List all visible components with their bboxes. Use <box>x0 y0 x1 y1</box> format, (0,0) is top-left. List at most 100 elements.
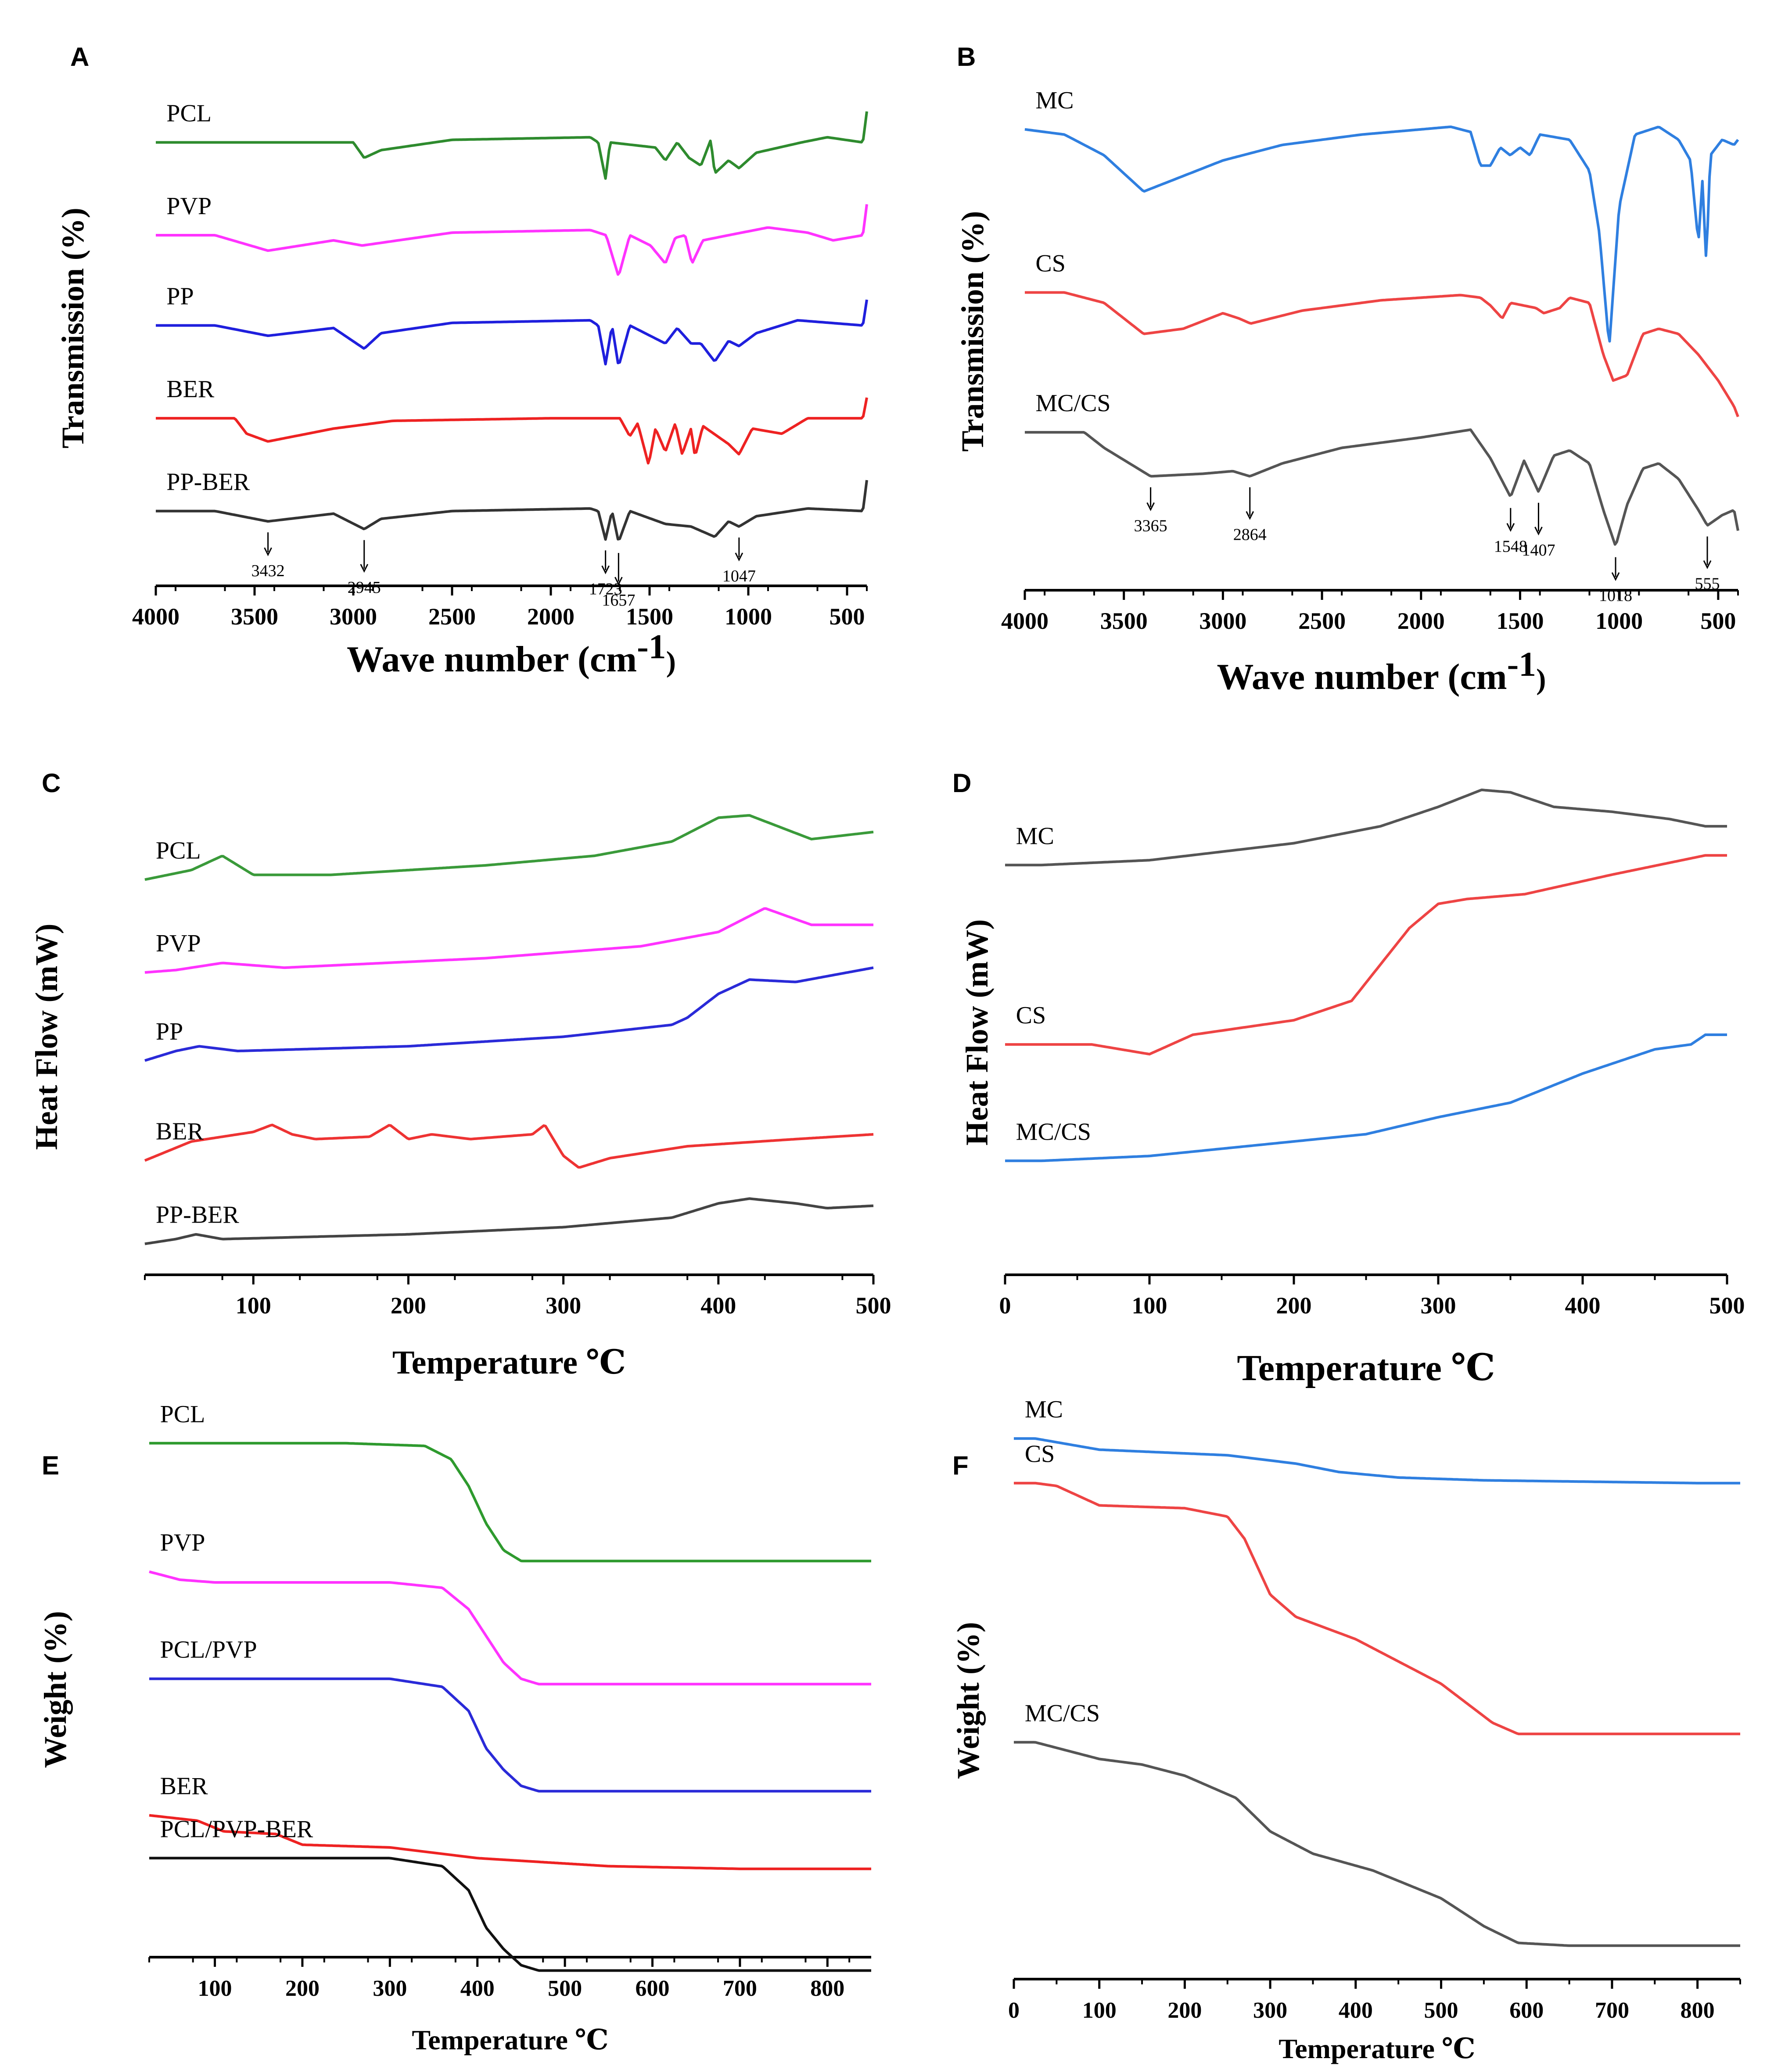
panel-f-tick-label-500: 500 <box>1424 1998 1458 2023</box>
panel-e-series-pcl-pvp <box>149 1677 871 1793</box>
panel-e-label-pcl-pvp: PCL/PVP <box>160 1636 257 1664</box>
panel-a-tick-label-1000: 1000 <box>725 603 772 630</box>
panel-a-tick-label-3000: 3000 <box>330 603 377 630</box>
panel-a-annotation-arrowhead <box>614 577 623 586</box>
panel-b-annotation-2864: 2864 <box>1233 525 1267 544</box>
panel-b-series-mc <box>1024 126 1739 343</box>
panel-c: C 100 200 300 400 500 Temperature ℃ Heat Flow (… <box>29 768 891 1381</box>
panel-d-label-mc-cs: MC/CS <box>1016 1118 1091 1145</box>
panel-b-annotation-arrowhead <box>1534 527 1543 536</box>
panel-d-letter: D <box>952 768 971 798</box>
panel-a-label-pp-ber: PP-BER <box>166 469 250 496</box>
panel-f-tick-label-600: 600 <box>1509 1998 1544 2023</box>
panel-c-series-ber <box>144 1123 874 1169</box>
panel-a-label-pvp: PVP <box>166 193 212 220</box>
panel-c-letter: C <box>42 768 61 798</box>
panel-d-series-cs <box>1005 854 1727 1056</box>
panel-a-series-ber <box>156 397 868 465</box>
panel-f-letter: F <box>952 1451 969 1480</box>
panel-a-label-pp: PP <box>166 283 194 310</box>
panel-b-tick-label-3000: 3000 <box>1199 608 1246 634</box>
panel-b-annotation-1548: 1548 <box>1494 538 1527 556</box>
panel-a-annotation-1047: 1047 <box>722 567 756 585</box>
panel-b-x-label-close: ) <box>1536 663 1546 696</box>
panel-e-x-label: Temperature ℃ <box>412 2024 608 2055</box>
panel-e-label-pcl-pvp-ber: PCL/PVP-BER <box>160 1815 313 1843</box>
panel-b-annotation-arrowhead <box>1146 502 1155 511</box>
panel-a-series-pvp <box>156 204 868 276</box>
panel-e-tick-label-100: 100 <box>198 1976 232 2001</box>
panel-b-tick-label-500: 500 <box>1700 608 1736 634</box>
panel-b-annotation-arrowhead <box>1611 572 1620 581</box>
panel-c-tick-label-300: 300 <box>546 1292 581 1319</box>
panel-a-tick-label-3500: 3500 <box>231 603 278 630</box>
panel-b-annotation-arrowhead <box>1246 511 1254 520</box>
panel-b-x-label: Wave number (cm-1) <box>1217 645 1546 697</box>
panel-d-tick-label-200: 200 <box>1276 1292 1312 1319</box>
panel-a-label-pcl: PCL <box>166 100 212 127</box>
panel-b-tick-label-1000: 1000 <box>1595 608 1643 634</box>
panel-d-series-mc-cs <box>1005 1033 1727 1162</box>
panel-e-series-pcl-pvp-ber <box>149 1857 871 1972</box>
panel-f-tick-label-700: 700 <box>1595 1998 1629 2023</box>
panel-d-tick-label-500: 500 <box>1709 1292 1745 1319</box>
panel-c-series-pp <box>144 966 874 1062</box>
panel-a-tick-label-2500: 2500 <box>428 603 476 630</box>
panel-f-tick-label-800: 800 <box>1681 1998 1715 2023</box>
panel-b-tick-label-3500: 3500 <box>1100 608 1148 634</box>
panel-f-tick-label-400: 400 <box>1339 1998 1373 2023</box>
panel-e-tick-label-200: 200 <box>285 1976 320 2001</box>
panel-b-label-cs: CS <box>1035 250 1066 277</box>
panel-a: A 4000 3500 3000 2500 2000 1500 1000 500 Wave num… <box>55 42 868 680</box>
panel-c-label-pvp: PVP <box>156 930 201 957</box>
panel-e-tick-label-400: 400 <box>460 1976 495 2001</box>
panel-c-x-label: Temperature ℃ <box>392 1344 626 1381</box>
panel-e-y-label: Weight (%) <box>38 1611 73 1768</box>
panel-f-series-mc-cs <box>1014 1741 1740 1947</box>
panel-e-series-pvp <box>149 1570 871 1686</box>
panel-b-tick-label-4000: 4000 <box>1001 608 1049 634</box>
panel-a-annotation-2945: 2945 <box>348 578 381 597</box>
panel-c-tick-label-400: 400 <box>700 1292 736 1319</box>
panel-a-series-pcl <box>156 111 868 180</box>
panel-a-letter: A <box>70 42 89 72</box>
panel-a-x-label: Wave number (cm-1) <box>347 628 676 680</box>
panel-f: F 0 100 200 300 400 500 600 700 800 Temperature ℃ W… <box>951 1396 1741 2064</box>
panel-f-label-mc-cs: MC/CS <box>1025 1700 1100 1727</box>
panel-c-y-label: Heat Flow (mW) <box>29 924 64 1150</box>
panel-d-label-cs: CS <box>1016 1002 1046 1029</box>
panel-a-annotation-1657: 1657 <box>602 591 635 610</box>
panel-a-annotation-arrowhead <box>360 564 369 573</box>
panel-e-label-ber: BER <box>160 1773 208 1800</box>
panel-b-tick-label-2500: 2500 <box>1298 608 1346 634</box>
panel-c-series-pcl <box>144 814 874 881</box>
panel-e-series-pcl <box>149 1442 871 1563</box>
panel-a-y-label: Transmission (%) <box>55 208 90 448</box>
panel-b-annotation-arrowhead <box>1703 560 1712 569</box>
panel-f-series-cs <box>1014 1481 1740 1736</box>
panel-b-tick-label-2000: 2000 <box>1397 608 1445 634</box>
panel-a-annotation-arrowhead <box>264 547 272 556</box>
panel-d: D 0 100 200 300 400 500 Temperature ℃ Heat Flow … <box>952 768 1745 1388</box>
panel-a-annotation-1723: 1723 <box>589 580 622 598</box>
panel-f-tick-label-300: 300 <box>1253 1998 1287 2023</box>
panel-b-label-mc: MC <box>1035 87 1074 114</box>
panel-d-label-mc: MC <box>1016 822 1054 850</box>
panel-e: E 100 200 300 400 500 600 700 800 Temperature ℃ We… <box>38 1401 871 2055</box>
panel-c-label-ber: BER <box>156 1118 204 1145</box>
panel-d-tick-label-400: 400 <box>1565 1292 1601 1319</box>
panel-d-tick-label-100: 100 <box>1132 1292 1167 1319</box>
panel-c-tick-label-500: 500 <box>856 1292 891 1319</box>
panel-c-tick-label-200: 200 <box>391 1292 426 1319</box>
panel-b-y-label: Transmission (%) <box>955 211 990 452</box>
panel-b-series-mc-cs <box>1025 428 1739 546</box>
panel-d-y-label: Heat Flow (mW) <box>959 919 995 1146</box>
panel-c-label-pp: PP <box>156 1018 183 1045</box>
panel-a-annotation-arrowhead <box>735 552 743 562</box>
panel-a-tick-label-500: 500 <box>830 603 865 630</box>
panel-a-tick-label-2000: 2000 <box>527 603 575 630</box>
panel-b-letter: B <box>957 42 976 72</box>
panel-d-tick-label-0: 0 <box>999 1292 1011 1319</box>
panel-e-letter: E <box>42 1451 59 1480</box>
panel-d-tick-label-300: 300 <box>1421 1292 1456 1319</box>
